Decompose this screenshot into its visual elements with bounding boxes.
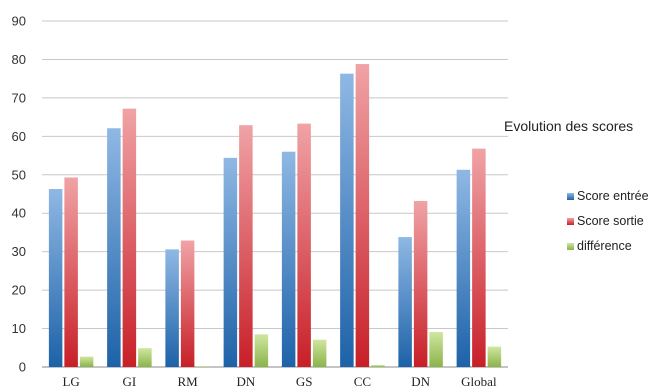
legend-swatch	[567, 193, 574, 200]
y-axis-ticks: 0 10 20 30 40 50 60 70 80 90	[12, 14, 26, 375]
bar-gi-score-sortie	[122, 108, 137, 368]
bar-lg-score-sortie	[64, 177, 78, 367]
chart-title: Evolution des scores	[504, 118, 633, 134]
legend: Score entrée Score sortie différence	[567, 189, 649, 253]
bars	[48, 64, 502, 368]
bar-dn-score-sortie	[413, 200, 428, 367]
x-tick-label: CC	[354, 374, 371, 389]
y-tick-label: 90	[12, 14, 26, 29]
x-axis-ticks: LG GI RM DN GS CC DN Global	[62, 374, 496, 389]
y-tick-label: 0	[19, 360, 26, 375]
bar-gs-score-entree	[281, 151, 296, 367]
y-tick-label: 30	[12, 244, 26, 259]
x-tick-label: RM	[178, 374, 199, 389]
bar-gi-difference	[138, 348, 152, 367]
x-tick-label: DN	[411, 374, 430, 389]
bar-lg-difference	[79, 356, 94, 367]
bar-dn-score-entree	[398, 237, 412, 367]
y-tick-label: 10	[12, 321, 26, 336]
x-tick-label: DN	[236, 374, 255, 389]
x-tick-label: GS	[296, 374, 313, 389]
y-tick-label: 60	[12, 129, 26, 144]
y-tick-label: 40	[12, 206, 26, 221]
bar-gi-score-entree	[107, 128, 121, 367]
bar-global-score-sortie	[472, 148, 486, 367]
bar-rm-difference	[196, 366, 210, 367]
bar-dn-score-entree	[223, 157, 238, 367]
legend-label: Score sortie	[577, 214, 644, 228]
x-tick-label: Global	[461, 374, 497, 389]
bar-global-difference	[487, 346, 502, 367]
bar-cc-score-sortie	[355, 64, 370, 368]
x-tick-label: LG	[62, 374, 79, 389]
bar-global-score-entree	[456, 169, 471, 367]
bar-dn-score-sortie	[239, 125, 253, 367]
bar-dn-difference	[254, 334, 269, 367]
bar-cc-score-entree	[340, 73, 354, 368]
legend-swatch	[567, 243, 574, 250]
legend-label: différence	[577, 239, 632, 253]
y-tick-label: 70	[12, 90, 26, 105]
bar-gs-score-sortie	[297, 123, 311, 367]
legend-label: Score entrée	[577, 189, 649, 203]
y-tick-label: 50	[12, 167, 26, 182]
bar-cc-difference	[371, 365, 385, 367]
bar-gs-difference	[312, 339, 327, 367]
y-tick-label: 20	[12, 283, 26, 298]
bar-lg-score-entree	[48, 189, 63, 367]
bar-rm-score-entree	[165, 249, 179, 367]
y-tick-label: 80	[12, 52, 26, 67]
legend-swatch	[567, 218, 574, 225]
bar-rm-score-sortie	[180, 240, 195, 367]
bar-dn-difference	[429, 332, 443, 367]
x-tick-label: GI	[123, 374, 137, 389]
